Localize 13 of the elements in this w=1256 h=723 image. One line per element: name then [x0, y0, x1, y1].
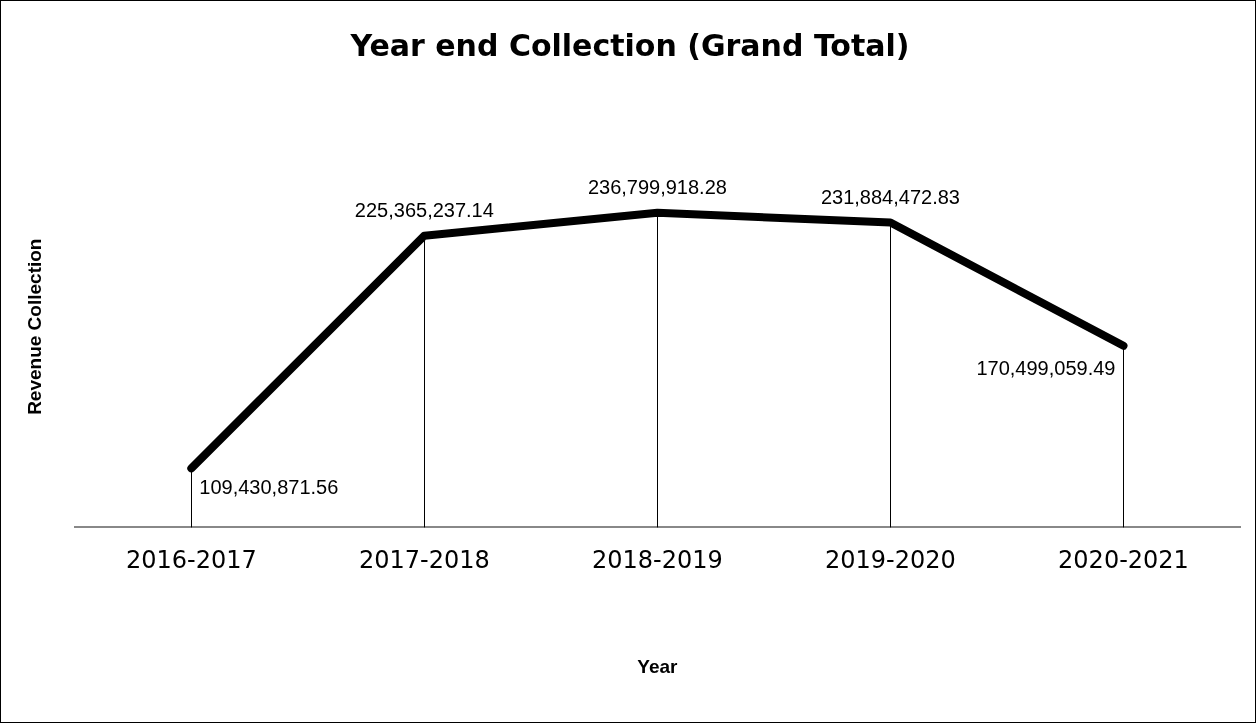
x-axis-title: Year	[637, 655, 679, 677]
data-label: 225,365,237.14	[354, 199, 494, 222]
data-label: 109,430,871.56	[199, 475, 339, 498]
x-tick-label: 2016-2017	[125, 546, 257, 575]
x-tick-label: 2018-2019	[591, 546, 723, 575]
x-tick-label: 2020-2021	[1058, 546, 1189, 575]
y-axis-title: Revenue Collection	[23, 238, 45, 415]
data-label: 236,799,918.28	[587, 176, 727, 199]
x-tick-label: 2017-2018	[358, 546, 490, 575]
chart-title: Year end Collection (Grand Total)	[349, 27, 910, 63]
x-tick-label: 2019-2020	[825, 546, 956, 575]
data-label: 231,884,472.83	[820, 186, 960, 209]
data-label: 170,499,059.49	[976, 357, 1116, 380]
